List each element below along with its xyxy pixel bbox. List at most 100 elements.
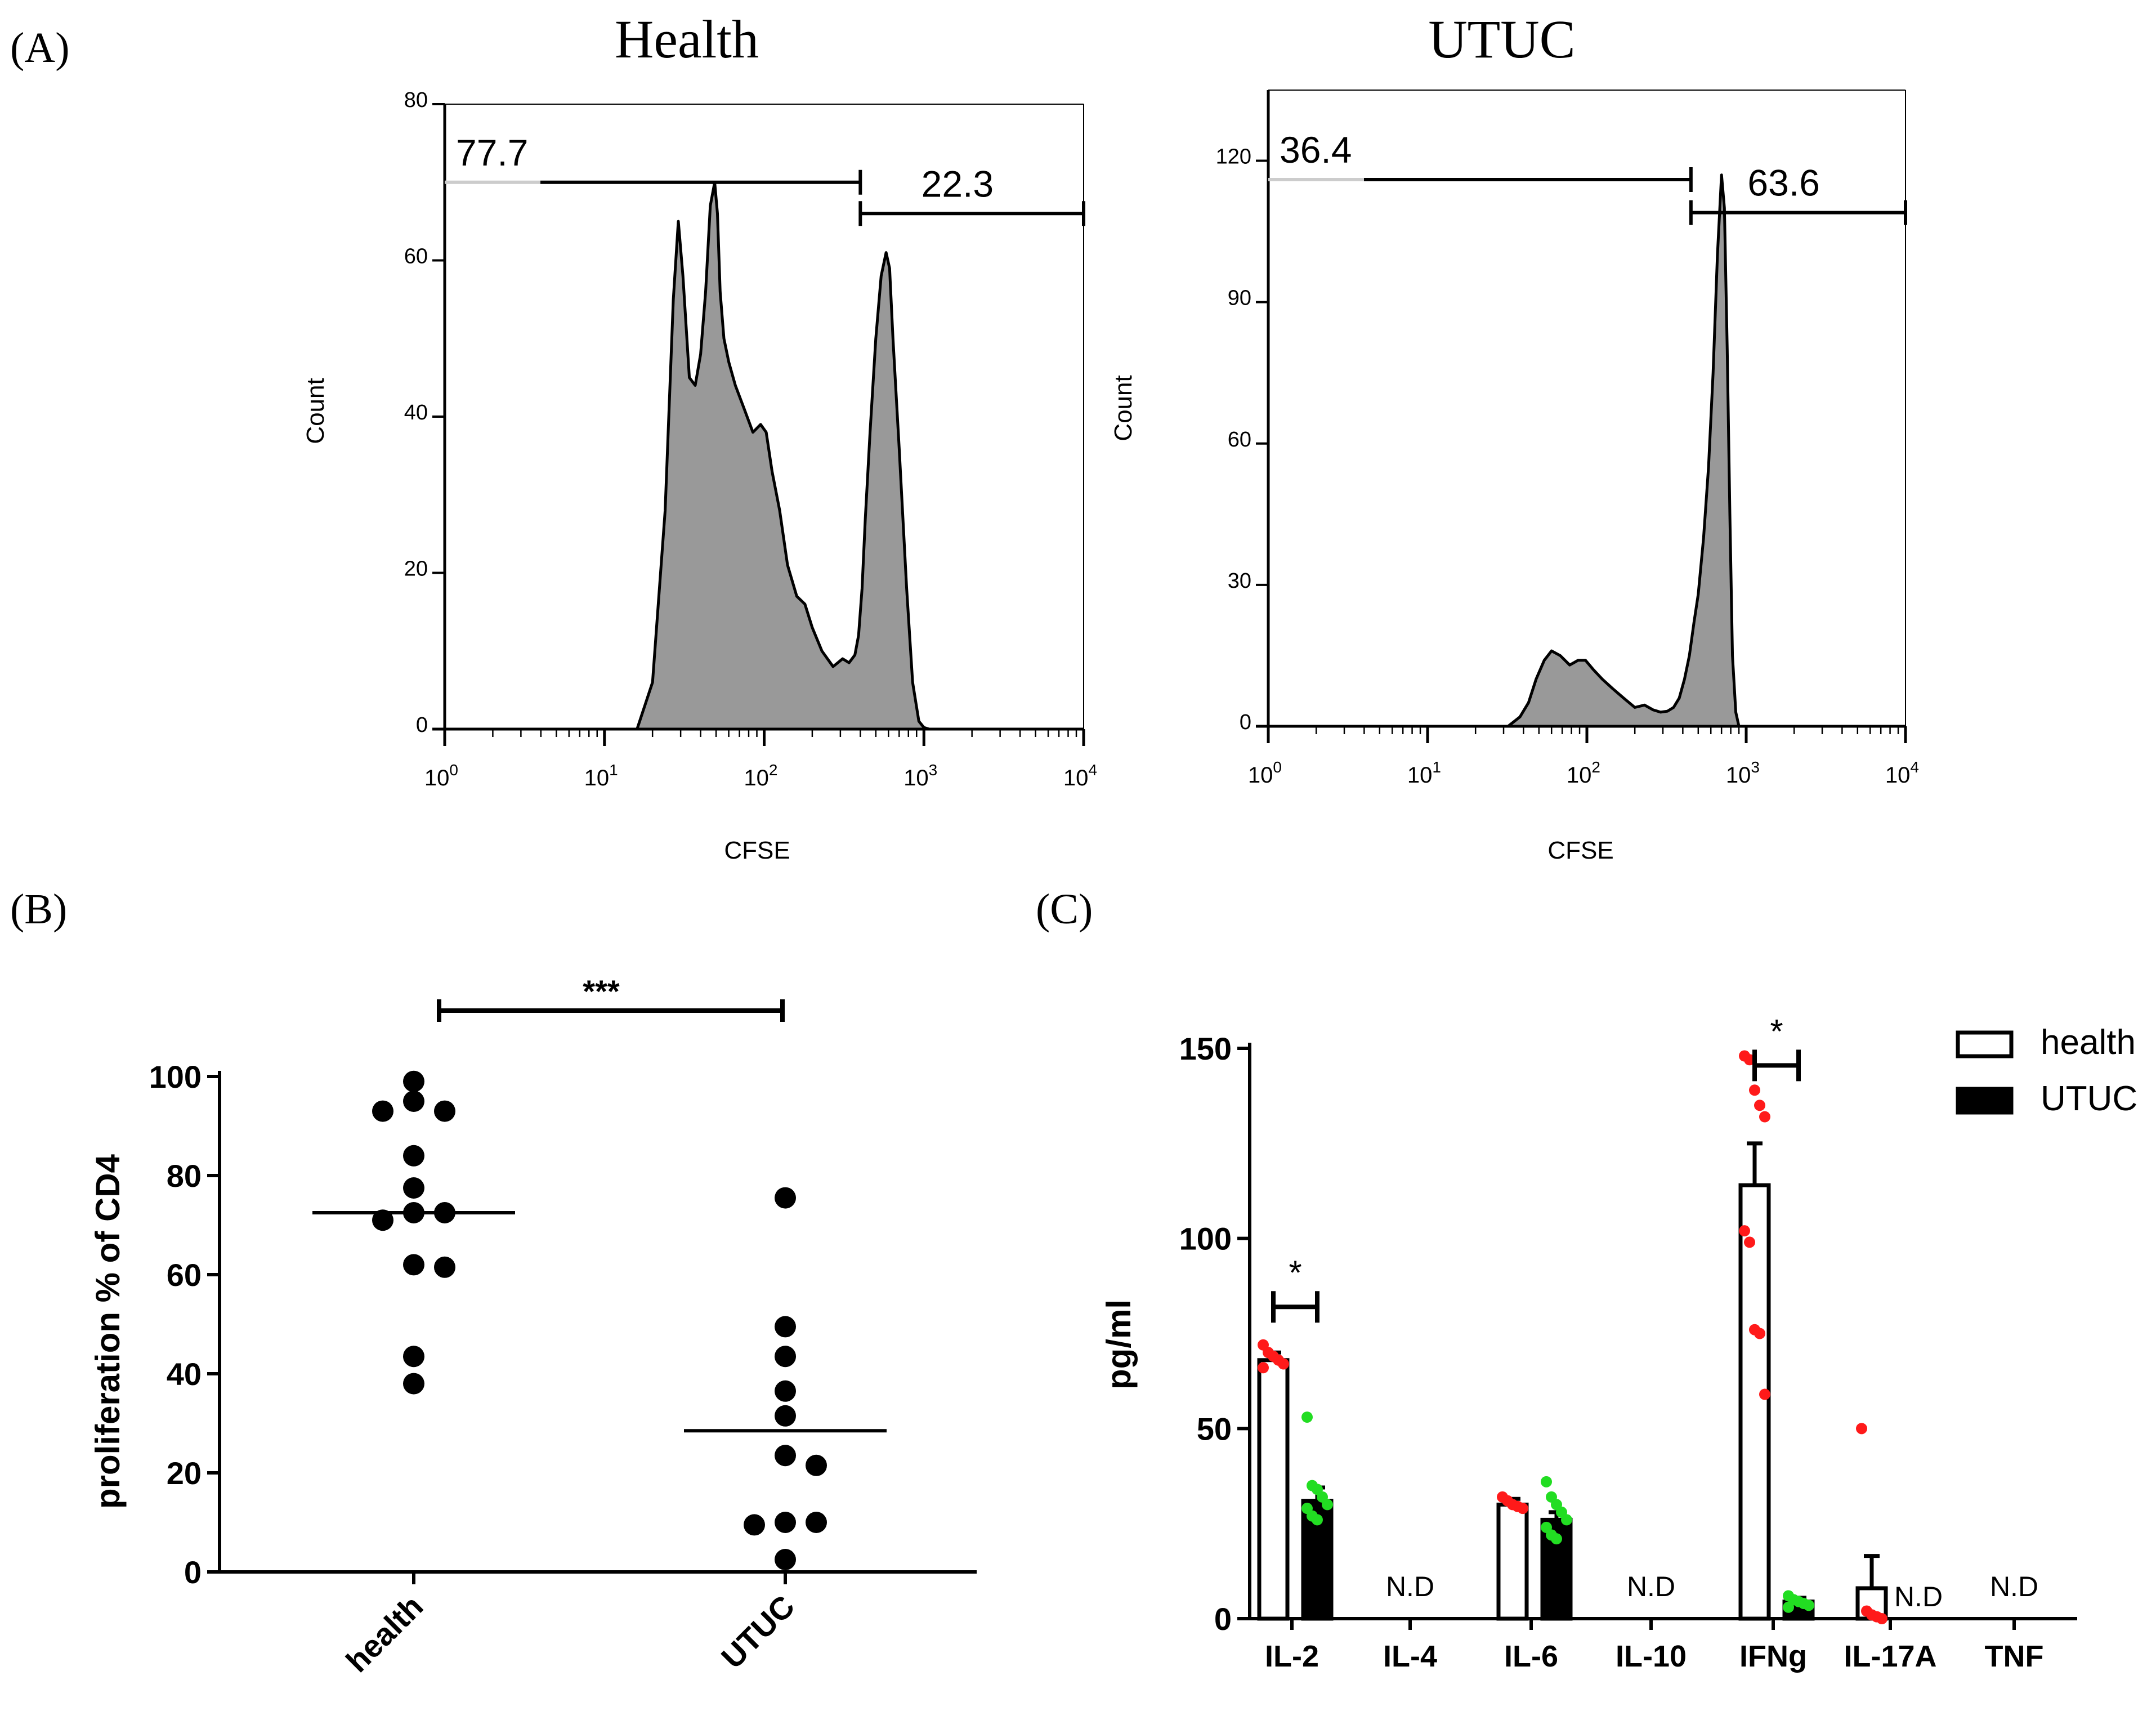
health-data-point	[403, 1145, 424, 1167]
UTUC-data-point	[1541, 1476, 1552, 1487]
proliferation-ylabel: proliferation % of CD4	[89, 1154, 127, 1509]
not-detected-label-tnf: N.D	[1990, 1571, 2038, 1602]
UTUC-data-point	[775, 1380, 796, 1402]
panel-a-health-xtick-label: 103	[903, 761, 937, 790]
cytokine-category-label: IL-2	[1265, 1639, 1319, 1673]
proliferation-ytick-label: 40	[167, 1356, 202, 1392]
panel-a-health-xtick-label: 100	[424, 761, 458, 790]
health-data-point	[403, 1373, 424, 1395]
cytokine-category-label: IL-4	[1383, 1639, 1437, 1673]
not-detected-label-il-4: N.D	[1386, 1571, 1434, 1602]
panel-a-utuc-plot: 0 30 60 90 120 100 101 102 103 104 36.4 63.6	[1216, 90, 1919, 788]
health-data-point	[403, 1177, 424, 1199]
health-histogram-xlabel: CFSE	[724, 837, 790, 864]
UTUC-data-point	[775, 1346, 796, 1368]
cytokine-ylabel: pg/ml	[1100, 1299, 1138, 1390]
health-bar	[1496, 1502, 1529, 1621]
health-data-point	[1754, 1328, 1765, 1339]
not-detected-label-il-10: N.D	[1627, 1571, 1675, 1602]
panel-a-utuc-xtick-label: 104	[1885, 758, 1919, 788]
proliferation-ytick-label: 80	[167, 1158, 202, 1194]
UTUC-data-point	[775, 1187, 796, 1209]
utuc-histogram-ylabel: Count	[1110, 375, 1137, 441]
health-data-point	[1754, 1100, 1765, 1111]
health-data-point	[1856, 1423, 1867, 1435]
cytokine-category-label: IL-17A	[1844, 1639, 1936, 1673]
cytokine-significance-label: *	[1289, 1254, 1301, 1292]
UTUC-data-point	[1301, 1411, 1313, 1423]
cytokine-plot: 0 50 100 150 IL-2 IL-4 IL-6 IL-10 IFNg IL-17A TNF N…	[1179, 1012, 2138, 1673]
health-data-point	[1258, 1362, 1269, 1374]
panel-a-utuc-ytick-label: 30	[1228, 569, 1251, 593]
UTUC-data-point	[775, 1549, 796, 1570]
proliferation-ytick-label: 60	[167, 1257, 202, 1293]
health-data-point	[1739, 1225, 1750, 1237]
panel-a-utuc-gate-label: 63.6	[1747, 162, 1819, 204]
proliferation-ytick-label: 100	[149, 1059, 202, 1094]
panel-a-utuc-gate-label: 36.4	[1280, 129, 1352, 171]
panel-a-health-xtick-label: 102	[744, 761, 777, 790]
legend-label-health: health	[2041, 1023, 2136, 1062]
health-data-point	[1876, 1613, 1887, 1624]
health-data-point	[1278, 1358, 1289, 1370]
cytokine-ytick-label: 150	[1179, 1031, 1232, 1066]
health-histogram-title: Health	[615, 9, 759, 69]
health-data-point	[403, 1254, 424, 1276]
panel-a-health-plot: 0 20 40 60 80 100 101 102 103 104 77.7 22.3	[404, 88, 1097, 790]
health-bar	[1738, 1183, 1771, 1621]
panel-a-utuc-xtick-label: 101	[1407, 758, 1441, 788]
proliferation-plot: 0 20 40 60 80 100 health UTUC	[149, 999, 977, 1679]
legend-label-utuc: UTUC	[2041, 1079, 2137, 1118]
proliferation-significance: ***	[583, 973, 620, 1009]
health-data-point	[434, 1256, 455, 1278]
proliferation-ytick-label: 0	[184, 1554, 202, 1590]
cytokine-ytick-label: 50	[1197, 1411, 1232, 1446]
cytokine-category-label: IL-6	[1504, 1639, 1558, 1673]
cytokine-ytick-label: 100	[1179, 1221, 1232, 1257]
legend-swatch-utuc	[1956, 1087, 2014, 1115]
UTUC-data-point	[1561, 1514, 1572, 1526]
panel-label-b: (B)	[10, 886, 67, 933]
UTUC-data-point	[775, 1512, 796, 1533]
cytokine-category-label: IL-10	[1616, 1639, 1687, 1673]
UTUC-data-point	[1783, 1601, 1794, 1613]
UTUC-data-point	[1322, 1499, 1333, 1511]
health-data-point	[403, 1346, 424, 1368]
health-data-point	[403, 1202, 424, 1223]
panel-a-utuc-ytick-label: 60	[1228, 428, 1251, 452]
health-data-point	[1759, 1388, 1770, 1400]
health-data-point	[1759, 1111, 1770, 1123]
UTUC-data-point	[775, 1405, 796, 1427]
panel-a-health-gate-label: 77.7	[456, 132, 528, 173]
panel-a-health-xtick-label: 104	[1063, 761, 1097, 790]
utuc-histogram-xlabel: CFSE	[1547, 837, 1613, 864]
panel-a-utuc-xtick-label: 102	[1567, 758, 1600, 788]
cytokine-category-label: TNF	[1985, 1639, 2044, 1673]
panel-label-a: (A)	[10, 24, 70, 72]
legend-swatch-health	[1956, 1030, 2014, 1058]
UTUC-data-point	[1551, 1533, 1562, 1545]
UTUC-data-point	[806, 1454, 827, 1476]
health-data-point	[1744, 1236, 1755, 1248]
panel-a-utuc-xtick-label: 103	[1726, 758, 1760, 788]
UTUC-data-point	[1803, 1600, 1814, 1611]
panel-a-health-ytick-label: 20	[404, 557, 428, 581]
panel-a-utuc-ytick-label: 90	[1228, 287, 1251, 310]
health-histogram-ylabel: Count	[302, 378, 329, 444]
proliferation-ytick-label: 20	[167, 1455, 202, 1491]
health-bar	[1257, 1358, 1290, 1621]
health-data-point	[372, 1209, 393, 1231]
proliferation-category-label: UTUC	[714, 1588, 802, 1676]
UTUC-data-point	[775, 1445, 796, 1467]
UTUC-data-point	[806, 1512, 827, 1533]
health-data-point	[1749, 1084, 1760, 1096]
panel-a-utuc-ytick-label: 120	[1216, 145, 1251, 169]
panel-label-c: (C)	[1036, 886, 1093, 933]
panel-a-health-gate-label: 22.3	[922, 163, 994, 204]
health-data-point	[372, 1100, 393, 1122]
panel-a-health-ytick-label: 60	[404, 245, 428, 269]
panel-a-health-ytick-label: 0	[416, 713, 428, 737]
panel-a-utuc-xtick-label: 100	[1248, 758, 1282, 788]
panel-a-health-histogram-area	[636, 181, 931, 731]
